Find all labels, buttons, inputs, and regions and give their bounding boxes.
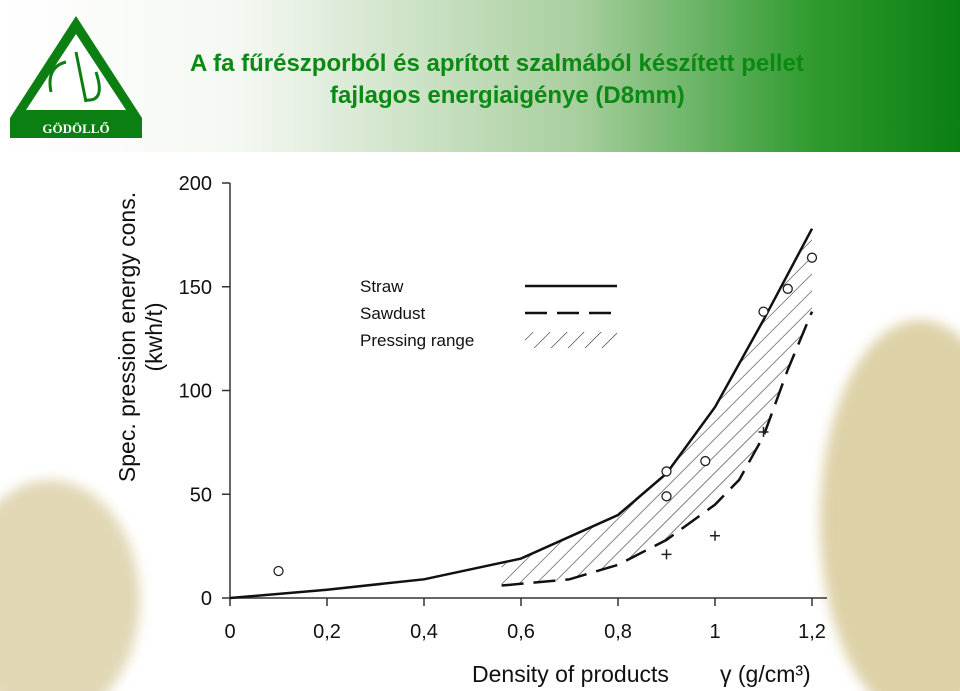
marker-circle xyxy=(782,283,793,294)
y-axis-title: (kwh/t) xyxy=(141,303,167,372)
title-line: fajlagos energiaigénye (D8mm) xyxy=(330,82,685,109)
marker-circle xyxy=(758,306,769,317)
x-tick-label: 1 xyxy=(709,621,720,643)
x-axis-unit: γ (g/cm³) xyxy=(720,661,811,687)
logo: GÖDÖLLŐ xyxy=(10,16,142,138)
marker-circle xyxy=(661,466,672,477)
legend-label: Sawdust xyxy=(360,304,425,323)
x-tick-label: 0 xyxy=(224,621,235,643)
series-line xyxy=(501,311,814,587)
marker-plus xyxy=(710,530,720,541)
marker-circle xyxy=(806,252,818,263)
marker-plus xyxy=(661,549,672,560)
marker-circle xyxy=(273,565,284,577)
y-axis-title: Spec. pression energy cons. xyxy=(114,192,140,482)
y-tick-label: 200 xyxy=(179,173,212,195)
title-line: A fa fűrészporból és aprított szalmából … xyxy=(190,50,804,77)
chart: 0 50 100 150 200 0 0,2 0,4 0,6 0,8 1 1,2 Spec. press… xyxy=(114,173,827,687)
x-axis-title: Density of products xyxy=(472,661,669,687)
marker-plus xyxy=(758,427,769,437)
y-tick-label: 0 xyxy=(201,588,212,610)
y-tick-label: 100 xyxy=(179,381,212,403)
marker-circle xyxy=(661,491,672,502)
legend-label: Pressing range xyxy=(360,331,474,350)
x-tick-label: 0,8 xyxy=(604,621,632,643)
x-tick-label: 0,6 xyxy=(507,621,535,643)
legend-label: Straw xyxy=(360,277,404,296)
series-line xyxy=(229,228,814,600)
x-tick-label: 0,4 xyxy=(410,621,438,643)
pressing-range xyxy=(501,228,812,586)
x-tick-label: 0,2 xyxy=(313,621,341,643)
marker-circle xyxy=(700,455,711,467)
y-tick-label: 50 xyxy=(190,484,212,506)
legend-swatch xyxy=(525,332,617,348)
y-tick-label: 150 xyxy=(179,277,212,299)
x-tick-label: 1,2 xyxy=(798,621,826,643)
logo-text: GÖDÖLLŐ xyxy=(42,121,109,136)
header xyxy=(0,0,960,152)
